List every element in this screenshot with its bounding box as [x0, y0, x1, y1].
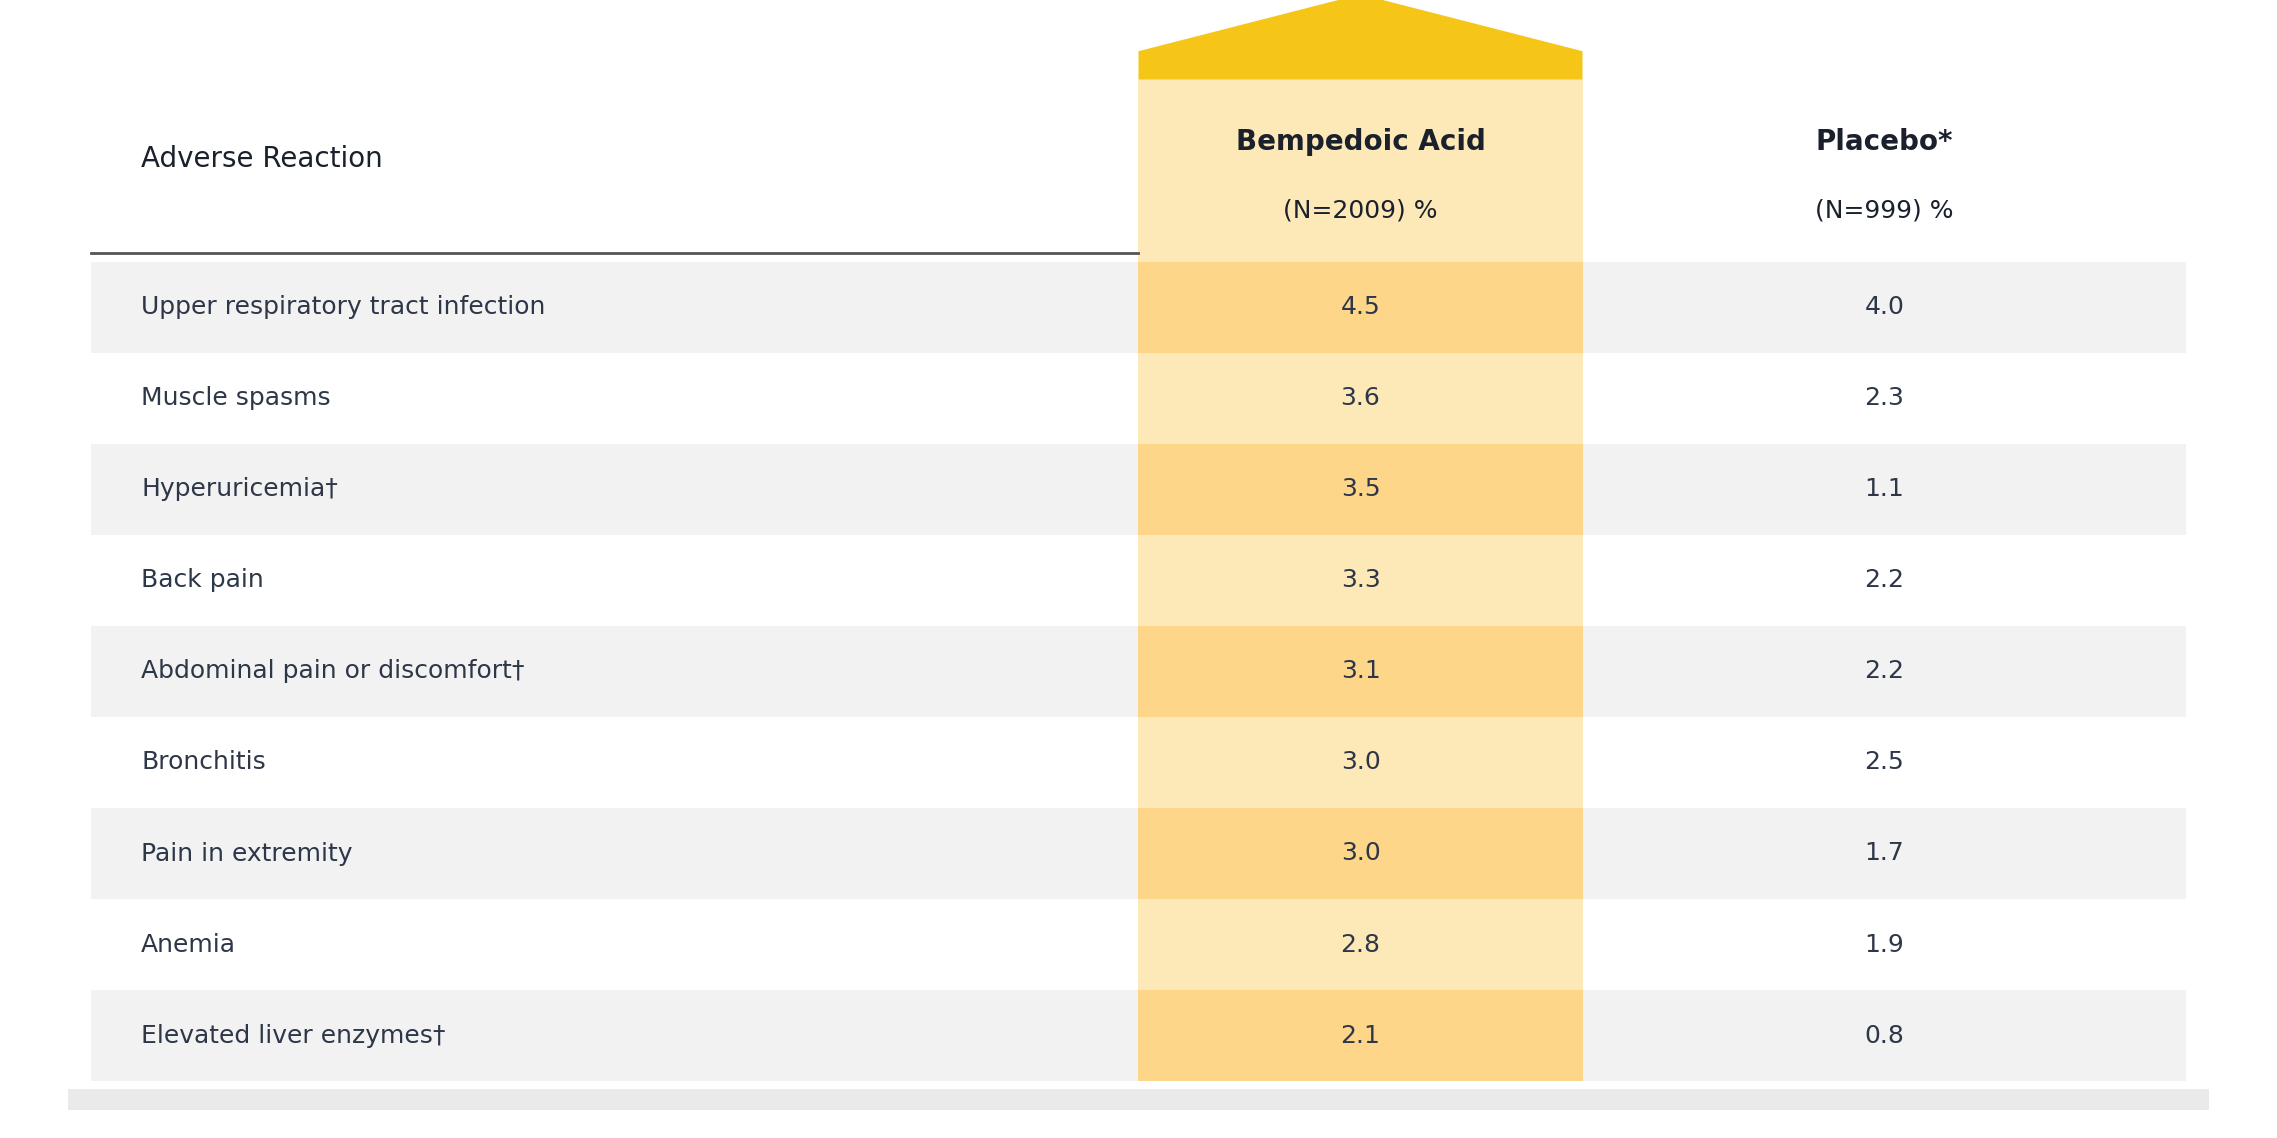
Bar [1138, 626, 1583, 717]
Bar [1583, 808, 2186, 899]
Text: 2.2: 2.2 [1865, 659, 1904, 684]
Text: 4.5: 4.5 [1341, 295, 1380, 320]
Text: (N=999) %: (N=999) % [1815, 198, 1954, 223]
Text: Anemia: Anemia [141, 932, 237, 957]
Text: Muscle spasms: Muscle spasms [141, 386, 330, 411]
Text: 3.0: 3.0 [1341, 750, 1380, 775]
Text: Elevated liver enzymes†: Elevated liver enzymes† [141, 1023, 446, 1048]
Text: Bempedoic Acid: Bempedoic Acid [1236, 129, 1485, 156]
Text: Back pain: Back pain [141, 568, 264, 593]
Bar [1138, 535, 1583, 626]
Bar [1138, 262, 1583, 353]
Bar [91, 535, 1138, 626]
Text: Adverse Reaction: Adverse Reaction [141, 146, 383, 173]
Text: 1.7: 1.7 [1865, 841, 1904, 866]
Bar [1583, 626, 2186, 717]
Bar [1583, 353, 2186, 444]
Text: 2.5: 2.5 [1865, 750, 1904, 775]
Bar [1138, 899, 1583, 990]
Text: 3.5: 3.5 [1341, 477, 1380, 502]
Text: Upper respiratory tract infection: Upper respiratory tract infection [141, 295, 546, 320]
Text: (N=2009) %: (N=2009) % [1284, 198, 1437, 223]
Text: 2.2: 2.2 [1865, 568, 1904, 593]
Polygon shape [1138, 0, 1583, 80]
Bar [91, 262, 1138, 353]
Text: 2.3: 2.3 [1865, 386, 1904, 411]
Bar [91, 444, 1138, 535]
Bar [1583, 899, 2186, 990]
Bar [91, 353, 1138, 444]
Bar [1138, 990, 1583, 1081]
Bar [1138, 444, 1583, 535]
Text: 1.1: 1.1 [1865, 477, 1904, 502]
Bar [1138, 808, 1583, 899]
Text: 3.1: 3.1 [1341, 659, 1380, 684]
Bar [91, 626, 1138, 717]
Bar [91, 990, 1138, 1081]
Bar [1138, 717, 1583, 808]
Bar [68, 1089, 2209, 1110]
Text: 3.6: 3.6 [1341, 386, 1380, 411]
Bar [1138, 353, 1583, 444]
Text: 2.8: 2.8 [1341, 932, 1380, 957]
Bar [91, 899, 1138, 990]
Bar [1138, 80, 1583, 262]
Text: Bronchitis: Bronchitis [141, 750, 266, 775]
Text: 0.8: 0.8 [1865, 1023, 1904, 1048]
Text: Pain in extremity: Pain in extremity [141, 841, 353, 866]
Text: 4.0: 4.0 [1865, 295, 1904, 320]
Bar [1583, 990, 2186, 1081]
Bar [1583, 262, 2186, 353]
Text: 3.3: 3.3 [1341, 568, 1380, 593]
Text: Placebo*: Placebo* [1815, 129, 1954, 156]
Text: Hyperuricemia†: Hyperuricemia† [141, 477, 337, 502]
Text: 3.0: 3.0 [1341, 841, 1380, 866]
Bar [1583, 444, 2186, 535]
Text: 1.9: 1.9 [1865, 932, 1904, 957]
Bar [1583, 717, 2186, 808]
Bar [91, 808, 1138, 899]
Text: 2.1: 2.1 [1341, 1023, 1380, 1048]
Text: Abdominal pain or discomfort†: Abdominal pain or discomfort† [141, 659, 524, 684]
Bar [1583, 535, 2186, 626]
Bar [91, 717, 1138, 808]
